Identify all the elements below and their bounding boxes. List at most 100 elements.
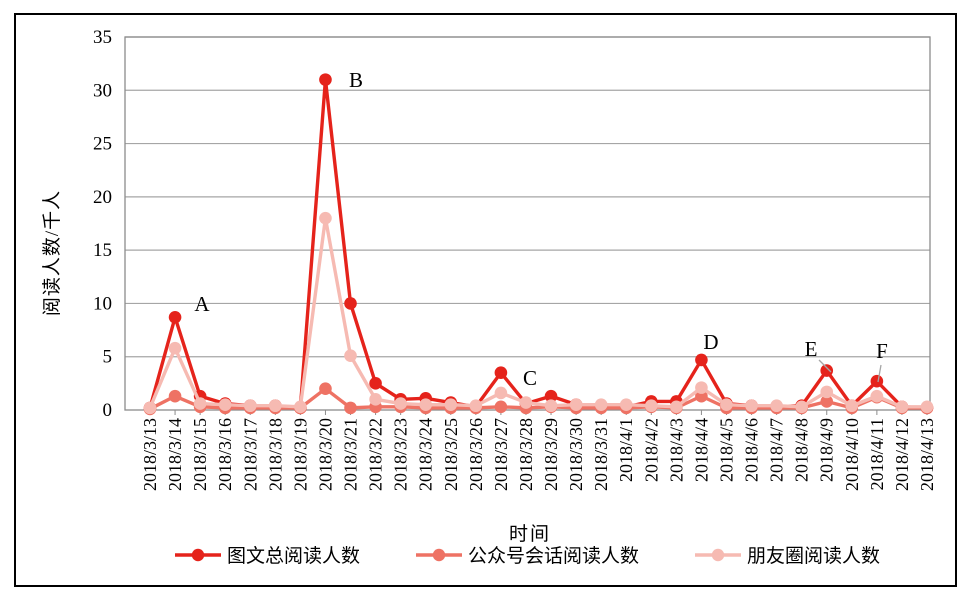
annotation-label: A: [194, 292, 210, 316]
x-tick-label: 2018/3/30: [566, 418, 586, 491]
data-point: [193, 397, 207, 410]
data-point: [143, 401, 157, 415]
data-point: [745, 399, 758, 413]
legend-marker-total-icon: [174, 548, 221, 561]
data-point: [494, 400, 508, 414]
annotation-label: B: [349, 68, 363, 92]
x-tick-label: 2018/4/5: [716, 418, 736, 482]
x-tick-label: 2018/4/4: [691, 418, 711, 482]
data-point: [344, 401, 357, 415]
data-point: [168, 341, 182, 355]
legend-label-total: 图文总阅读人数: [226, 546, 360, 567]
x-tick-label: 2018/3/17: [240, 418, 260, 491]
x-tick-label: 2018/4/13: [917, 418, 937, 491]
x-tick-label: 2018/3/20: [315, 418, 335, 491]
x-tick-label: 2018/3/27: [491, 418, 511, 491]
legend-label-moments: 朋友圈阅读人数: [747, 546, 881, 567]
y-tick-label: 25: [93, 134, 112, 155]
y-tick-label: 30: [93, 80, 112, 101]
series-line-2: [148, 216, 929, 410]
x-tick-label: 2018/3/13: [140, 418, 160, 491]
x-tick-label: 2018/3/23: [391, 418, 411, 491]
annotation-leader: [818, 359, 832, 373]
x-tick-label: 2018/4/8: [792, 418, 812, 482]
data-point: [319, 211, 332, 225]
data-point: [544, 399, 558, 413]
data-point: [770, 399, 783, 413]
data-point: [494, 386, 508, 400]
x-tick-label: 2018/4/2: [641, 418, 661, 482]
data-point: [920, 400, 934, 414]
x-tick-label: 2018/3/28: [516, 418, 536, 491]
x-tick-label: 2018/3/16: [215, 418, 235, 491]
x-tick-label: 2018/3/18: [265, 418, 285, 491]
data-point: [820, 364, 834, 377]
data-point: [795, 400, 808, 414]
data-point: [269, 399, 282, 413]
x-tick-label: 2018/3/21: [341, 418, 361, 491]
x-tick-label: 2018/4/9: [817, 418, 837, 482]
legend-marker-moments-icon: [695, 548, 741, 561]
x-tick-label: 2018/4/12: [892, 418, 912, 491]
annotation-leader: [877, 364, 882, 383]
data-point: [469, 399, 483, 413]
x-tick-label: 2018/3/19: [290, 418, 310, 491]
annotation-label: E: [805, 337, 818, 361]
data-point: [494, 366, 508, 380]
x-tick-label: 2018/4/3: [666, 418, 686, 482]
data-point: [294, 400, 307, 414]
data-point: [369, 393, 382, 406]
x-tick-label: 2018/3/29: [541, 418, 561, 491]
x-axis-title: 时间: [508, 524, 551, 545]
x-tick-label: 2018/4/1: [616, 418, 636, 482]
x-tick-label: 2018/3/24: [416, 418, 436, 491]
y-axis-title: 阅读人数/千人: [42, 189, 63, 317]
data-point: [594, 398, 608, 411]
legend-item: 公众号会话阅读人数: [415, 541, 639, 568]
y-tick-label: 0: [103, 400, 113, 421]
data-point: [344, 349, 357, 362]
x-tick-label: 2018/3/25: [441, 418, 461, 491]
data-point: [644, 399, 658, 413]
data-point: [569, 398, 583, 411]
data-point: [820, 385, 834, 399]
data-point: [319, 73, 332, 86]
chart-outer-border: [14, 13, 957, 587]
data-point: [720, 398, 733, 411]
y-tick-label: 10: [93, 293, 112, 314]
data-point: [870, 374, 884, 388]
y-tick-label: 5: [103, 347, 113, 368]
data-point: [695, 353, 708, 367]
data-point: [444, 398, 458, 411]
data-point: [369, 377, 382, 390]
x-tick-label: 2018/3/31: [591, 418, 611, 491]
data-point: [619, 398, 633, 411]
annotation-label: F: [876, 339, 888, 363]
x-tick-label: 2018/4/7: [767, 418, 787, 482]
data-point: [845, 399, 859, 413]
data-point: [670, 400, 683, 414]
x-tick-label: 2018/4/10: [842, 418, 862, 491]
x-tick-label: 2018/3/22: [366, 418, 386, 491]
data-point: [519, 396, 533, 409]
y-tick-label: 35: [93, 27, 112, 48]
legend: 图文总阅读人数 公众号会话阅读人数 朋友圈阅读人数: [125, 541, 930, 568]
data-point: [344, 297, 357, 310]
data-point: [319, 382, 332, 395]
data-point: [695, 381, 708, 394]
data-point: [419, 398, 433, 411]
data-point: [544, 389, 558, 403]
y-tick-label: 15: [93, 240, 112, 261]
legend-label-session: 公众号会话阅读人数: [467, 546, 639, 567]
legend-marker-session-icon: [415, 548, 462, 561]
x-tick-label: 2018/3/14: [165, 418, 185, 491]
x-tick-label: 2018/3/26: [466, 418, 486, 491]
data-point: [168, 389, 182, 403]
x-tick-label: 2018/3/15: [190, 418, 210, 491]
data-point: [218, 398, 232, 411]
legend-item: 朋友圈阅读人数: [695, 541, 880, 568]
data-point: [895, 400, 909, 414]
data-point: [820, 395, 834, 408]
data-point: [168, 310, 182, 324]
